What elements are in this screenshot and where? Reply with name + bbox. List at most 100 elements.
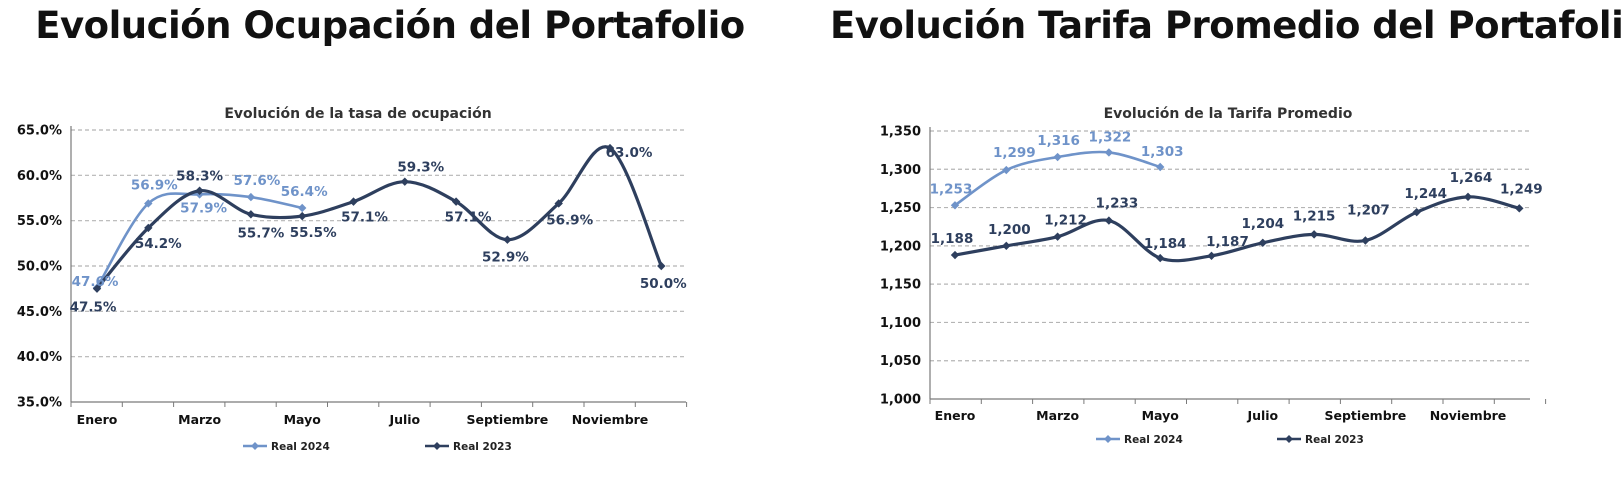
y-tick-label: 55.0% [17,214,62,229]
data-label: 56.4% [281,184,328,200]
data-point [246,192,256,202]
rate-chart: Evolución de la Tarifa Promedio 1,000 1,05… [880,106,1547,446]
x-tick-label: Enero [935,408,976,423]
data-label: 52.9% [482,250,529,266]
data-point [503,235,512,244]
y-tick-label: 1,050 [880,354,921,369]
data-label: 1,188 [931,231,974,247]
data-label: 54.2% [135,236,182,252]
data-label: 55.5% [290,225,337,241]
data-label: 50.0% [640,276,687,292]
data-point [298,211,307,221]
occupancy-heading: Evolución Ocupación del Portafolio [35,4,745,47]
data-label: 1,212 [1044,213,1087,229]
data-label: 1,264 [1450,170,1493,186]
data-label: 57.6% [233,173,280,189]
y-tick-label: 1,350 [880,125,921,140]
chart-title: Evolución de la Tarifa Promedio [1104,106,1353,122]
data-label: 1,187 [1206,234,1249,250]
y-tick-label: 1,250 [880,201,921,216]
y-tick-label: 45.0% [17,305,62,320]
data-point [144,199,153,208]
data-point [950,250,960,260]
data-point [950,201,960,210]
data-point [605,143,615,153]
data-label: 1,215 [1293,208,1336,224]
x-tick-label: Septiembre [1325,408,1407,423]
x-tick-label: Julio [1246,408,1278,423]
data-label: 1,244 [1404,186,1447,202]
legend-marker [1285,435,1293,443]
data-point [1104,148,1114,157]
x-tick-label: Noviembre [1430,408,1507,423]
data-label: 59.3% [397,160,444,176]
y-tick-label: 1,150 [880,278,921,293]
data-label: 1,253 [930,181,973,197]
data-label: 1,233 [1096,196,1139,212]
data-label: 1,316 [1037,133,1080,149]
legend-marker [1104,435,1112,443]
y-tick-label: 1,300 [880,163,921,178]
data-label: 1,303 [1141,144,1184,160]
y-tick-label: 1,000 [880,393,921,408]
legend-label: Real 2024 [1124,434,1183,446]
data-label: 1,299 [993,145,1036,161]
data-point [1412,207,1421,217]
x-tick-label: Enero [77,412,118,427]
series-line [95,145,663,290]
data-point [1309,230,1319,239]
occupancy-panel: Evolución Ocupación del Portafolio Evolu… [0,0,780,478]
data-point [1053,152,1062,162]
data-point [144,223,153,233]
occupancy-chart: Evolución de la tasa de ocupación 35.0% 40… [17,106,687,453]
data-label: 63.0% [606,145,653,161]
data-point [1515,204,1524,213]
y-tick-label: 40.0% [17,350,62,365]
y-tick-label: 60.0% [17,169,62,184]
data-label: 1,207 [1347,202,1390,218]
legend-marker [433,442,441,450]
x-tick-label: Marzo [1036,408,1079,423]
data-label: 56.9% [546,212,593,228]
x-tick-label: Mayo [1142,408,1180,423]
data-point [246,210,256,219]
data-label: 1,322 [1089,129,1132,145]
x-tick-label: Noviembre [572,412,649,427]
data-point [1156,162,1165,172]
data-point [1002,241,1011,251]
legend-label: Real 2024 [271,441,330,453]
data-point [400,177,409,186]
data-point [195,186,204,195]
data-label: 47.5% [70,300,117,316]
data-point [1361,236,1370,245]
data-point [92,284,102,293]
data-label: 1,204 [1241,216,1284,232]
legend-label: Real 2023 [453,441,512,453]
data-label: 1,200 [988,222,1031,238]
rate-heading: Evolución Tarifa Promedio del Portafolio [830,4,1622,47]
data-label: 57.1% [341,210,388,226]
legend-marker [251,442,259,450]
data-point [1053,232,1062,241]
legend-label: Real 2023 [1305,434,1364,446]
data-label: 57.9% [180,200,227,216]
data-label: 55.7% [237,225,284,241]
y-tick-label: 1,100 [880,316,921,331]
data-point [554,199,563,208]
data-point [1104,216,1114,225]
x-tick-label: Marzo [178,412,221,427]
x-tick-label: Julio [388,412,420,427]
data-label: 1,249 [1500,181,1543,197]
data-point [1207,251,1216,261]
data-label: 47.6% [72,274,119,290]
data-point [1463,192,1473,202]
data-point [349,197,358,206]
y-tick-label: 50.0% [17,260,62,275]
data-label: 56.9% [131,177,178,193]
y-tick-label: 1,200 [880,239,921,254]
x-tick-label: Mayo [284,412,322,427]
series-line [954,195,1520,263]
chart-title: Evolución de la tasa de ocupación [224,106,491,122]
rate-panel: Evolución Tarifa Promedio del Portafolio… [830,0,1622,478]
y-tick-label: 35.0% [17,396,62,411]
